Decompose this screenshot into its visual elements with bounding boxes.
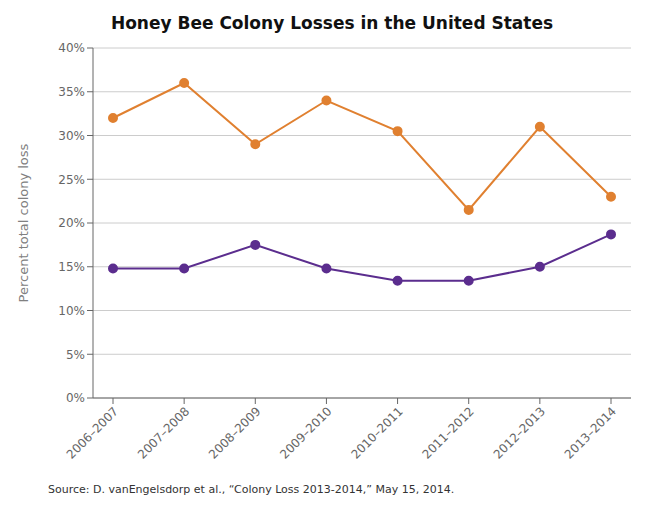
svg-text:15%: 15%	[58, 260, 85, 274]
svg-text:2007–2008: 2007–2008	[135, 404, 192, 461]
html-text:Source: D. vanEngelsdorp et al: Source: D. vanEngelsdorp et al., “Colony…	[48, 483, 455, 496]
svg-text:25%: 25%	[58, 173, 85, 187]
svg-text:2011–2012: 2011–2012	[420, 404, 477, 461]
svg-text:10%: 10%	[58, 304, 85, 318]
svg-text:30%: 30%	[58, 129, 85, 143]
svg-text:2006–2007: 2006–2007	[64, 404, 121, 461]
svg-text:2010–2011: 2010–2011	[348, 404, 405, 461]
svg-text:2009–2010: 2009–2010	[277, 404, 334, 461]
svg-text:2013–2014: 2013–2014	[562, 404, 619, 461]
svg-text:Percent total colony loss: Percent total colony loss	[16, 143, 31, 302]
svg-text:2012–2013: 2012–2013	[491, 404, 548, 461]
svg-text:0%: 0%	[66, 391, 85, 405]
svg-text:2008–2009: 2008–2009	[206, 404, 263, 461]
svg-text:20%: 20%	[58, 216, 85, 230]
svg-text:40%: 40%	[58, 41, 85, 55]
html-text:Honey Bee Colony Losses in the: Honey Bee Colony Losses in the United St…	[110, 13, 554, 33]
svg-text:35%: 35%	[58, 85, 85, 99]
svg-text:5%: 5%	[66, 348, 85, 362]
